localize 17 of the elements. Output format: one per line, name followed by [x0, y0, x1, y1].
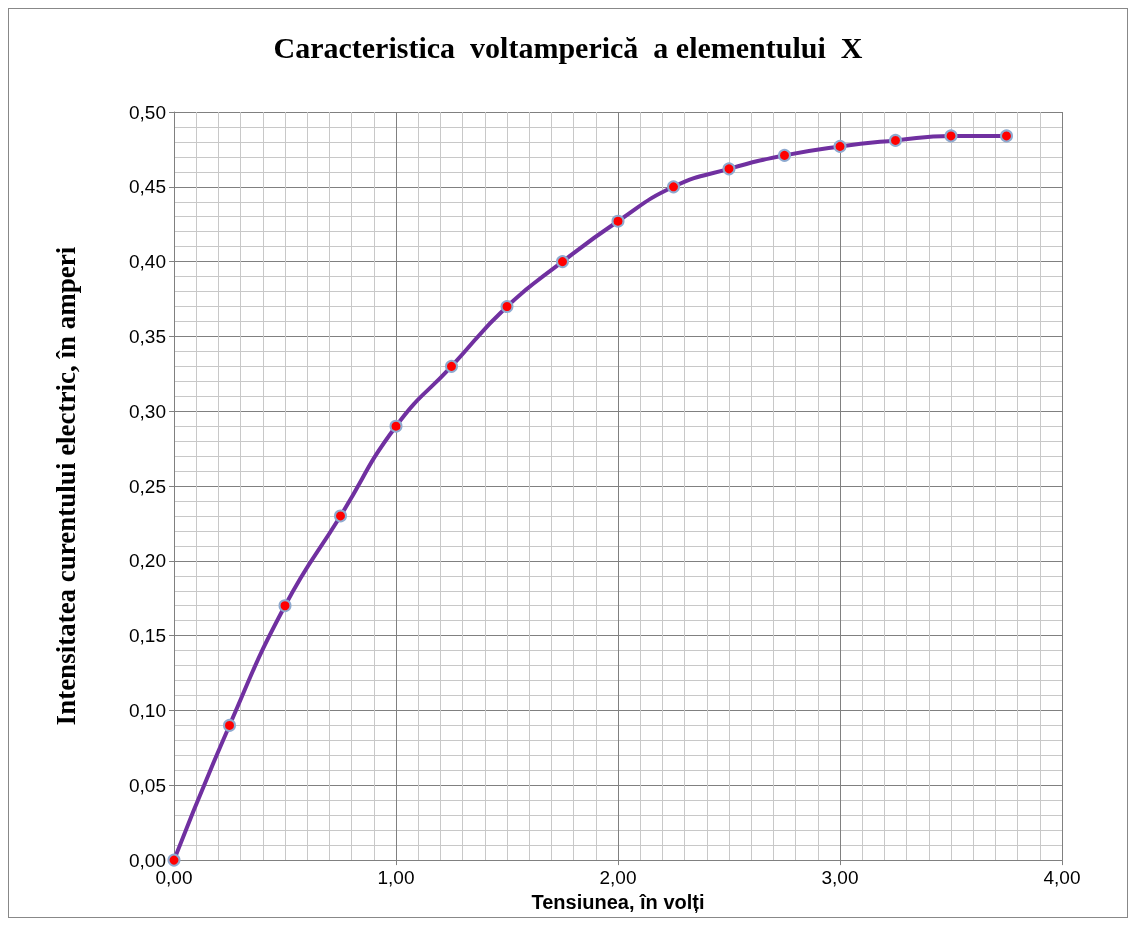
- y-tick-label: 0,05: [129, 774, 166, 796]
- y-tick-label: 0,25: [129, 475, 166, 497]
- chart-title: Caracteristica voltamperică a elementului X: [273, 30, 863, 64]
- x-tick-label: 3,00: [821, 867, 859, 889]
- y-axis-title: Intensitatea curentului electric, în amperi: [50, 246, 81, 726]
- y-tick-label: 0,35: [129, 325, 166, 347]
- x-tick-label: 4,00: [1043, 867, 1081, 889]
- x-axis-title: Tensiunea, în volți: [531, 891, 705, 913]
- x-tick-label: 2,00: [599, 867, 637, 889]
- y-tick-label: 0,30: [129, 400, 166, 422]
- y-tick-label: 0,50: [129, 101, 166, 123]
- y-tick-label: 0,15: [129, 625, 166, 647]
- y-tick-label: 0,20: [129, 550, 166, 572]
- y-tick-label: 0,40: [129, 251, 166, 273]
- x-tick-label: 1,00: [377, 867, 415, 889]
- y-tick-label: 0,45: [129, 176, 166, 198]
- y-tick-label: 0,10: [129, 699, 166, 721]
